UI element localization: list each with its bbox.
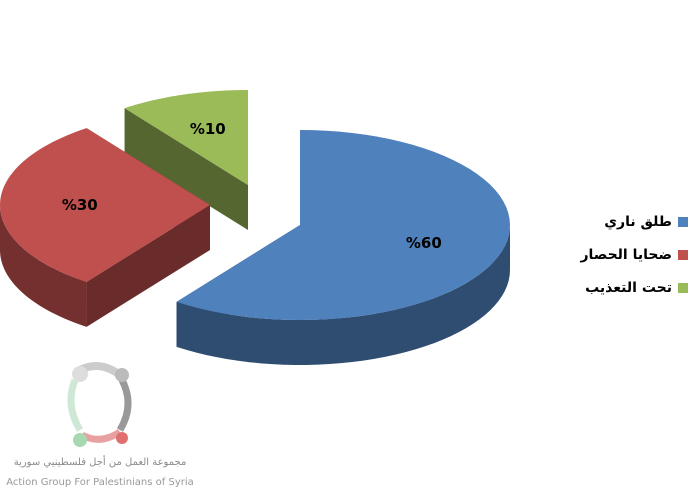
slice-face — [0, 205, 87, 327]
data-label: %30 — [62, 196, 98, 214]
legend-swatch — [678, 282, 688, 293]
legend-label: ضحايا الحصار — [580, 246, 672, 263]
logo-arabic-text: مجموعة العمل من أجل فلسطينيي سورية — [13, 457, 187, 468]
legend-label: طلق ناري — [604, 213, 672, 230]
legend-swatch — [678, 216, 688, 227]
legend-swatch — [678, 249, 688, 260]
data-label: %60 — [406, 234, 442, 252]
slice-face — [176, 225, 510, 365]
logo: مجموعة العمل من أجل فلسطينيي سورية Actio… — [0, 360, 200, 496]
slice-face — [0, 128, 210, 282]
slice-face — [176, 130, 510, 320]
pie-slice: %30 — [0, 128, 210, 327]
logo-mark-icon — [67, 362, 132, 447]
pie-slice: %10 — [124, 90, 248, 230]
slice-face — [124, 108, 248, 230]
legend: طلق ناري ضحايا الحصار تحت التعذيب — [580, 205, 688, 304]
logo-english-text: Action Group For Palestinians of Syria — [6, 477, 194, 488]
legend-label: تحت التعذيب — [585, 279, 672, 296]
legend-item: تحت التعذيب — [580, 271, 688, 304]
legend-item: طلق ناري — [580, 205, 688, 238]
slice-face — [86, 205, 210, 327]
legend-item: ضحايا الحصار — [580, 238, 688, 271]
data-label: %10 — [190, 120, 226, 138]
pie-slice: %60 — [176, 130, 510, 365]
slice-face — [124, 90, 248, 185]
